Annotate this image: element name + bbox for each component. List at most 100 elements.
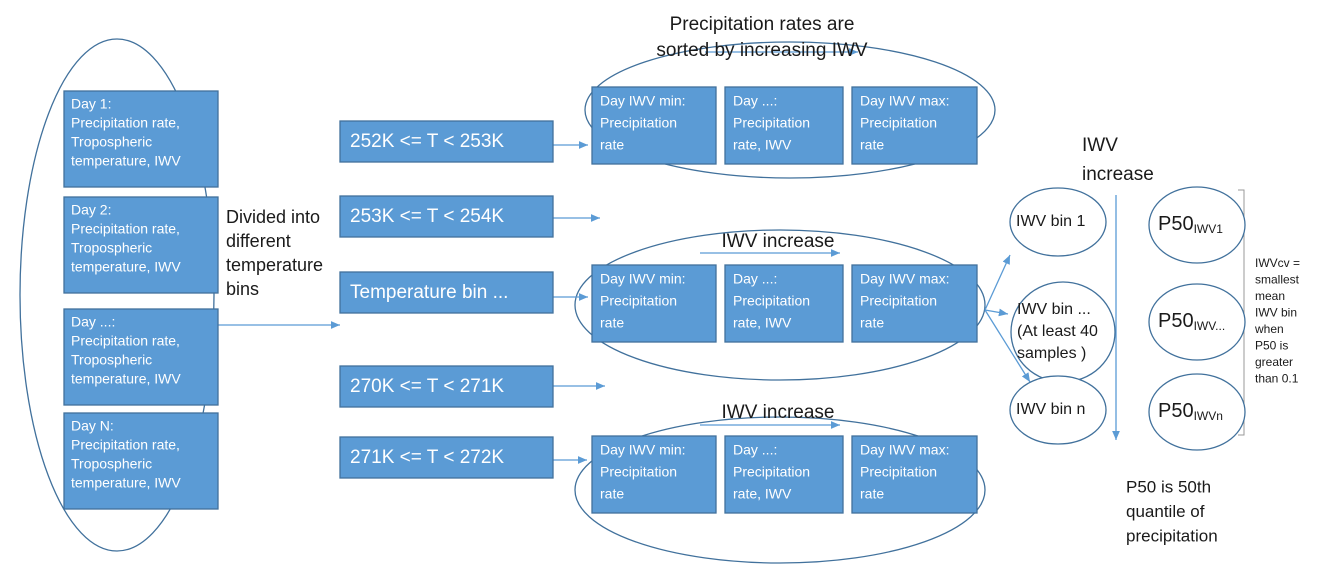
sorted-day-text: rate xyxy=(600,137,624,153)
day-box-text: temperature, IWV xyxy=(71,371,181,387)
p50-sub: IWV... xyxy=(1194,319,1226,333)
group-label: IWV increase xyxy=(722,402,835,423)
divided-label: temperature xyxy=(226,255,323,275)
day-box xyxy=(63,196,219,294)
group-ellipse xyxy=(584,41,996,179)
p50-main: P50 xyxy=(1158,400,1194,422)
day-box xyxy=(63,90,219,188)
sorted-day-text: Precipitation xyxy=(600,115,677,131)
temperature-bin-text: 270K <= T < 271K xyxy=(350,376,504,397)
sorted-day-text: Precipitation xyxy=(860,464,937,480)
sorted-day-box xyxy=(724,435,844,514)
p50-node xyxy=(1148,186,1246,264)
sorted-day-box xyxy=(851,435,978,514)
iwvcv-note: when xyxy=(1254,322,1284,336)
day-box-text: Tropospheric xyxy=(71,352,152,368)
sorted-day-box xyxy=(724,86,844,165)
day-box-text: temperature, IWV xyxy=(71,475,181,491)
temperature-bin xyxy=(339,365,554,408)
iwv-bin-text: samples ) xyxy=(1017,345,1086,362)
day-box xyxy=(63,308,219,406)
sorted-day-text: Precipitation xyxy=(600,464,677,480)
sorted-day-text: rate xyxy=(860,137,884,153)
p50-sub: IWVn xyxy=(1194,409,1223,423)
day-box-text: Tropospheric xyxy=(71,456,152,472)
sorted-day-text: rate xyxy=(600,486,624,502)
temperature-bin xyxy=(339,436,554,479)
p50-text: P50IWV1 xyxy=(1158,213,1223,236)
p50-text: P50IWV... xyxy=(1158,310,1225,333)
temperature-bin-text: 271K <= T < 272K xyxy=(350,447,504,468)
iwv-bin-text: IWV bin ... xyxy=(1017,301,1091,318)
day-ellipse xyxy=(19,38,215,552)
iwvcv-note: smallest xyxy=(1255,273,1300,287)
sorted-day-text: Precipitation xyxy=(860,293,937,309)
divided-label: different xyxy=(226,231,291,251)
iwv-bin-text: IWV bin 1 xyxy=(1016,213,1085,230)
iwvcv-note: greater xyxy=(1255,355,1293,369)
p50-sub: IWV1 xyxy=(1194,222,1224,236)
sorted-note: sorted by increasing IWV xyxy=(656,40,868,61)
divided-label: bins xyxy=(226,279,259,299)
iwvcv-note: P50 is xyxy=(1255,339,1288,353)
iwvcv-note: mean xyxy=(1255,289,1285,303)
temperature-bin-text: Temperature bin ... xyxy=(350,282,508,303)
iwv-increase: increase xyxy=(1082,164,1154,185)
day-box-text: Day 1: xyxy=(71,96,111,112)
iwv-increase: IWV xyxy=(1082,135,1118,156)
group-label: IWV increase xyxy=(722,231,835,252)
day-box-text: Precipitation rate, xyxy=(71,115,180,131)
day-box-text: Tropospheric xyxy=(71,240,152,256)
sorted-day-text: Day IWV min: xyxy=(600,271,686,287)
arrows xyxy=(218,48,1120,464)
day-box-text: Tropospheric xyxy=(71,134,152,150)
p50-main: P50 xyxy=(1158,310,1194,332)
day-box-text: Precipitation rate, xyxy=(71,221,180,237)
day-box-text: temperature, IWV xyxy=(71,259,181,275)
day-box-text: temperature, IWV xyxy=(71,153,181,169)
p50-node xyxy=(1148,373,1246,451)
temperature-bin-text: 253K <= T < 254K xyxy=(350,206,504,227)
p50-note: precipitation xyxy=(1126,526,1218,545)
sorted-note: Precipitation rates are xyxy=(670,14,855,35)
sorted-day-text: rate xyxy=(600,315,624,331)
sorted-day-text: Precipitation xyxy=(600,293,677,309)
sorted-day-box xyxy=(724,264,844,343)
sorted-day-text: rate xyxy=(860,315,884,331)
sorted-day-text: Day ...: xyxy=(733,442,777,458)
temperature-bin xyxy=(339,120,554,163)
iwv-bin-text: IWV bin n xyxy=(1016,401,1085,418)
divided-label: Divided into xyxy=(226,207,320,227)
temperature-bin xyxy=(339,195,554,238)
iwv-bin xyxy=(1009,187,1107,257)
sorted-day-text: Day ...: xyxy=(733,271,777,287)
sorted-day-text: Day IWV max: xyxy=(860,93,949,109)
sorted-day-text: Precipitation xyxy=(860,115,937,131)
day-box-text: Day N: xyxy=(71,418,114,434)
group-ellipse xyxy=(574,229,986,381)
iwvcv-note: than 0.1 xyxy=(1255,372,1299,386)
p50-text: P50IWVn xyxy=(1158,400,1223,423)
sorted-day-box xyxy=(591,264,717,343)
sorted-day-text: Day ...: xyxy=(733,93,777,109)
day-box-text: Precipitation rate, xyxy=(71,333,180,349)
sorted-day-box xyxy=(851,86,978,165)
p50-note: quantile of xyxy=(1126,502,1205,521)
sorted-day-box xyxy=(591,435,717,514)
sorted-day-text: Day IWV min: xyxy=(600,93,686,109)
iwvcv-note: IWVcv = xyxy=(1255,256,1300,270)
day-box-text: Day 2: xyxy=(71,202,111,218)
sorted-day-text: rate, IWV xyxy=(733,137,792,153)
iwv-bin-text: (At least 40 xyxy=(1017,323,1098,340)
sorted-day-text: Day IWV min: xyxy=(600,442,686,458)
sorted-day-text: Day IWV max: xyxy=(860,442,949,458)
iwv-bin xyxy=(1009,375,1107,445)
p50-main: P50 xyxy=(1158,213,1194,235)
temperature-bin xyxy=(339,271,554,314)
sorted-day-box xyxy=(591,86,717,165)
sorted-day-text: Day IWV max: xyxy=(860,271,949,287)
sorted-day-box xyxy=(851,264,978,343)
p50-node xyxy=(1148,283,1246,361)
sorted-day-text: rate xyxy=(860,486,884,502)
sorted-day-text: Precipitation xyxy=(733,293,810,309)
